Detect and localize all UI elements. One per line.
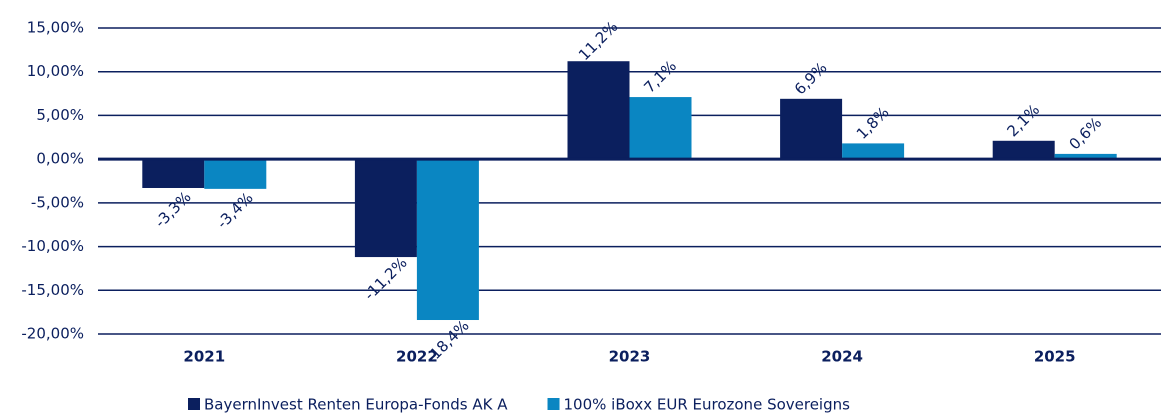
y-tick-label: 10,00% — [27, 62, 84, 80]
bar — [629, 97, 692, 160]
x-tick-label: 2023 — [609, 348, 651, 366]
value-label: -3,4% — [213, 189, 257, 233]
value-label: 0,6% — [1066, 114, 1106, 154]
x-tick-label: 2025 — [1034, 348, 1076, 366]
y-tick-label: -5,00% — [31, 193, 84, 211]
bar — [780, 98, 843, 160]
y-tick-label: 15,00% — [27, 19, 84, 37]
y-tick-label: -15,00% — [21, 281, 84, 299]
value-label: -3,3% — [151, 188, 195, 232]
bar — [567, 61, 630, 160]
bar — [1054, 153, 1117, 160]
legend-label: BayernInvest Renten Europa-Fonds AK A — [204, 396, 508, 414]
value-label: -11,2% — [360, 254, 410, 304]
y-tick-label: -10,00% — [21, 237, 84, 255]
value-label: 2,1% — [1004, 101, 1044, 141]
y-tick-label: -20,00% — [21, 325, 84, 343]
bar — [354, 159, 417, 258]
y-tick-label: 5,00% — [36, 106, 84, 124]
bar — [142, 159, 205, 188]
legend-swatch — [547, 398, 560, 410]
value-label: 7,1% — [640, 57, 680, 97]
value-label: 6,9% — [791, 59, 831, 99]
value-label: 1,8% — [853, 103, 893, 143]
y-tick-label: 0,00% — [36, 150, 84, 168]
bar — [842, 143, 905, 160]
x-tick-label: 2024 — [821, 348, 863, 366]
legend-swatch — [188, 398, 200, 410]
bar — [204, 159, 267, 189]
x-tick-label: 2021 — [183, 348, 225, 366]
x-tick-label: 2022 — [396, 348, 438, 366]
legend-label: 100% iBoxx EUR Eurozone Sovereigns — [564, 396, 851, 414]
bar — [992, 140, 1055, 160]
value-label: -18,4% — [422, 317, 472, 367]
value-label: 11,2% — [575, 18, 621, 64]
bar — [416, 159, 479, 321]
